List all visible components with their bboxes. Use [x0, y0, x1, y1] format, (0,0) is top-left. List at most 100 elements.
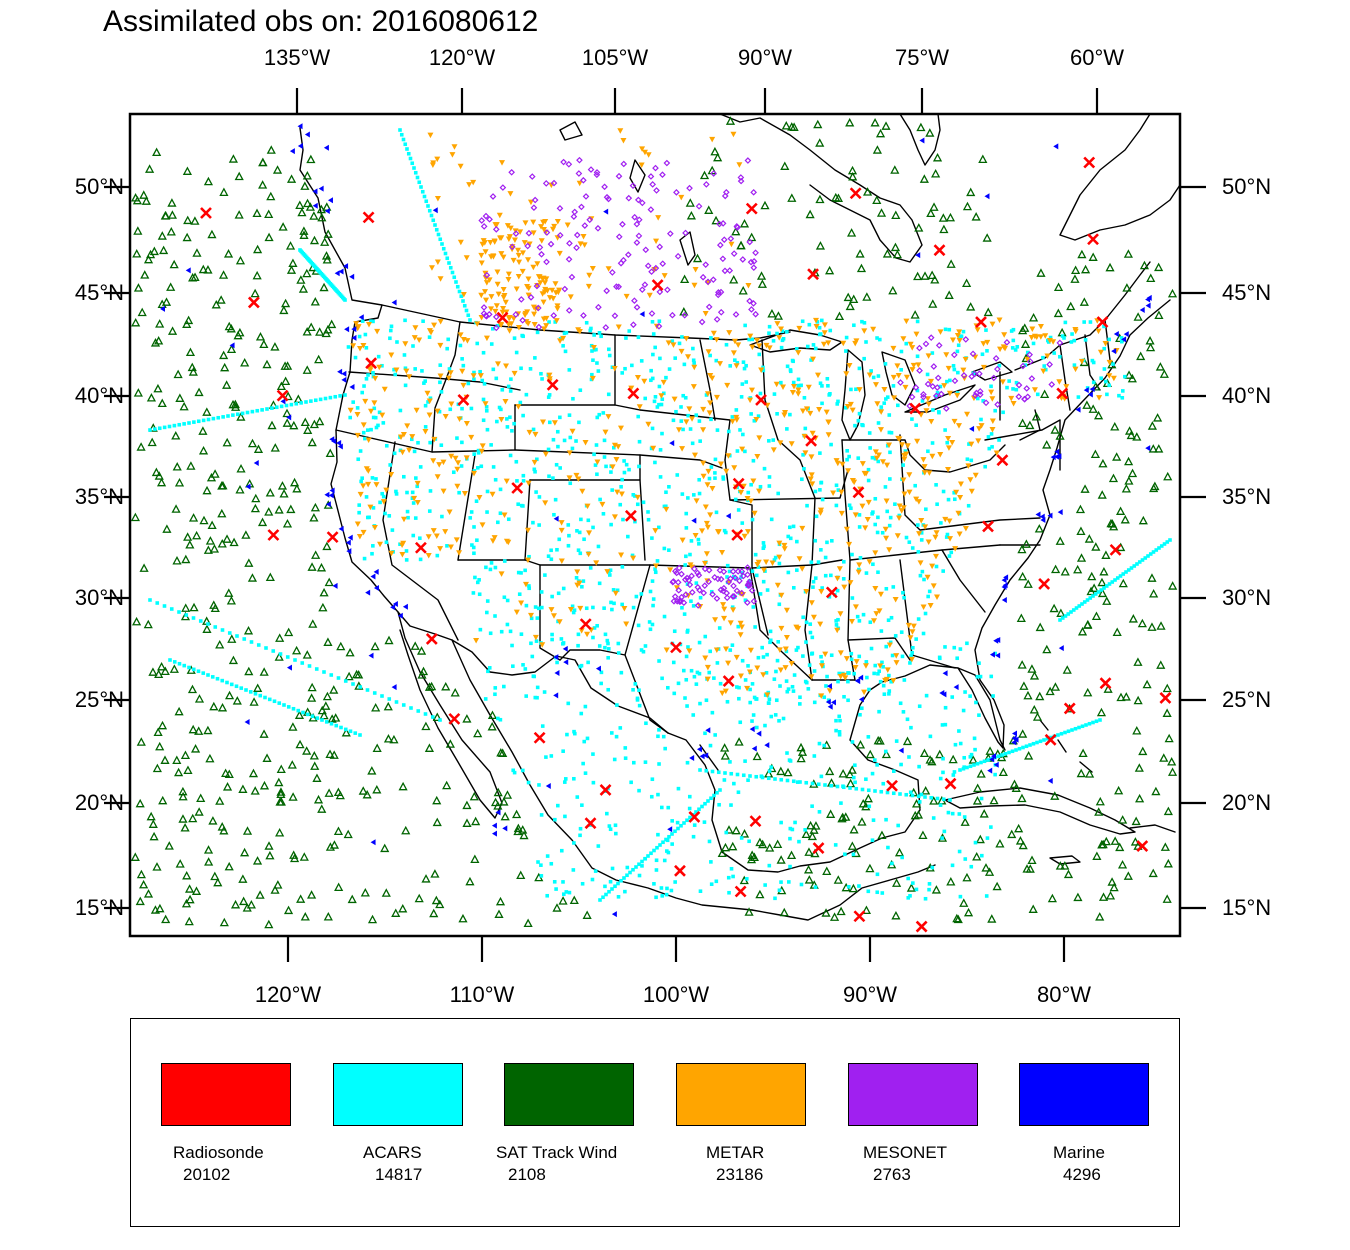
acars-point	[637, 873, 642, 878]
acars-point	[384, 540, 389, 545]
acars-point	[635, 698, 640, 702]
metar-point	[924, 574, 931, 581]
sat-track-wind-point	[207, 229, 217, 239]
sat-track-wind-point	[157, 231, 167, 240]
metar-point	[953, 489, 960, 496]
metar-point	[881, 386, 888, 393]
acars-point	[857, 619, 862, 623]
acars-point	[498, 717, 503, 722]
sat-track-wind-point	[198, 264, 208, 274]
sat-track-wind-point	[906, 883, 916, 892]
metar-point	[581, 242, 588, 248]
acars-point	[938, 384, 943, 389]
sat-track-wind-point	[1042, 644, 1052, 654]
marine-point	[289, 148, 295, 155]
acars-point	[472, 370, 476, 375]
acars-point	[752, 419, 757, 423]
acars-point	[597, 412, 602, 417]
metar-point	[735, 342, 742, 348]
metar-point	[500, 286, 507, 293]
acars-point	[584, 320, 589, 325]
acars-point	[1120, 395, 1125, 400]
sat-track-wind-point	[203, 176, 214, 186]
acars-point	[901, 710, 906, 714]
acars-point	[940, 836, 944, 840]
marine-point	[705, 727, 711, 734]
acars-point	[756, 565, 761, 569]
metar-point	[733, 417, 740, 423]
mesonet-point	[673, 569, 680, 577]
sat-track-wind-point	[987, 914, 997, 923]
marine-point	[491, 830, 497, 837]
sat-track-wind-point	[429, 908, 439, 918]
acars-point	[445, 346, 449, 351]
acars-point	[891, 585, 896, 589]
acars-point	[402, 353, 407, 357]
acars-point	[556, 591, 561, 596]
acars-point	[990, 445, 994, 449]
metar-point	[683, 335, 690, 342]
acars-point	[508, 453, 513, 458]
metar-point	[760, 567, 767, 574]
acars-point	[423, 712, 428, 716]
acars-point	[791, 380, 796, 385]
acars-point	[811, 585, 815, 589]
acars-point	[584, 606, 589, 611]
mesonet-point	[694, 569, 701, 577]
sat-track-wind-point	[266, 145, 276, 154]
metar-point	[482, 249, 489, 255]
marine-point	[297, 142, 303, 149]
acars-point	[549, 754, 554, 758]
acars-point	[941, 770, 945, 775]
sat-track-wind-point	[1138, 515, 1148, 525]
sat-track-wind-point	[1108, 473, 1119, 483]
metar-point	[776, 540, 783, 547]
sat-track-wind-point	[294, 710, 305, 719]
acars-point	[469, 406, 474, 411]
acars-point	[643, 396, 648, 401]
acars-point	[550, 594, 554, 599]
acars-point	[369, 427, 373, 432]
acars-point	[650, 319, 655, 324]
sat-track-wind-point	[155, 741, 165, 751]
acars-point	[651, 603, 655, 608]
sat-track-wind-point	[1124, 476, 1134, 485]
acars-point	[884, 817, 888, 822]
acars-point	[709, 417, 713, 422]
sat-track-wind-point	[932, 152, 943, 162]
acars-point	[657, 659, 661, 663]
acars-point	[677, 341, 682, 346]
acars-point	[653, 567, 657, 571]
acars-point	[547, 320, 551, 324]
sat-track-wind-point	[469, 791, 479, 801]
acars-point	[512, 770, 517, 775]
sat-track-wind-point	[316, 562, 327, 572]
mesonet-point	[625, 194, 633, 202]
acars-point	[661, 840, 665, 845]
sat-track-wind-point	[803, 864, 814, 874]
acars-point	[343, 393, 347, 397]
metar-point	[542, 286, 549, 293]
acars-point	[539, 863, 543, 867]
acars-point	[169, 607, 174, 611]
acars-point	[746, 490, 751, 495]
sat-track-wind-point	[487, 710, 498, 720]
sat-track-wind-point	[1101, 550, 1111, 559]
marine-point	[696, 746, 702, 753]
acars-point	[559, 637, 564, 641]
sat-track-wind-point	[267, 420, 277, 430]
acars-point	[1090, 358, 1095, 363]
acars-point	[293, 658, 297, 662]
sat-track-wind-point	[939, 224, 949, 234]
metar-point	[354, 521, 361, 527]
sat-track-wind-point	[749, 852, 759, 861]
mesonet-point	[701, 582, 709, 590]
acars-point	[624, 462, 629, 467]
metar-point	[550, 295, 557, 302]
mesonet-point	[508, 243, 516, 251]
acars-point	[836, 617, 840, 622]
acars-point	[187, 665, 191, 670]
metar-point	[872, 449, 879, 455]
marine-point	[756, 730, 762, 737]
acars-point	[545, 854, 550, 858]
